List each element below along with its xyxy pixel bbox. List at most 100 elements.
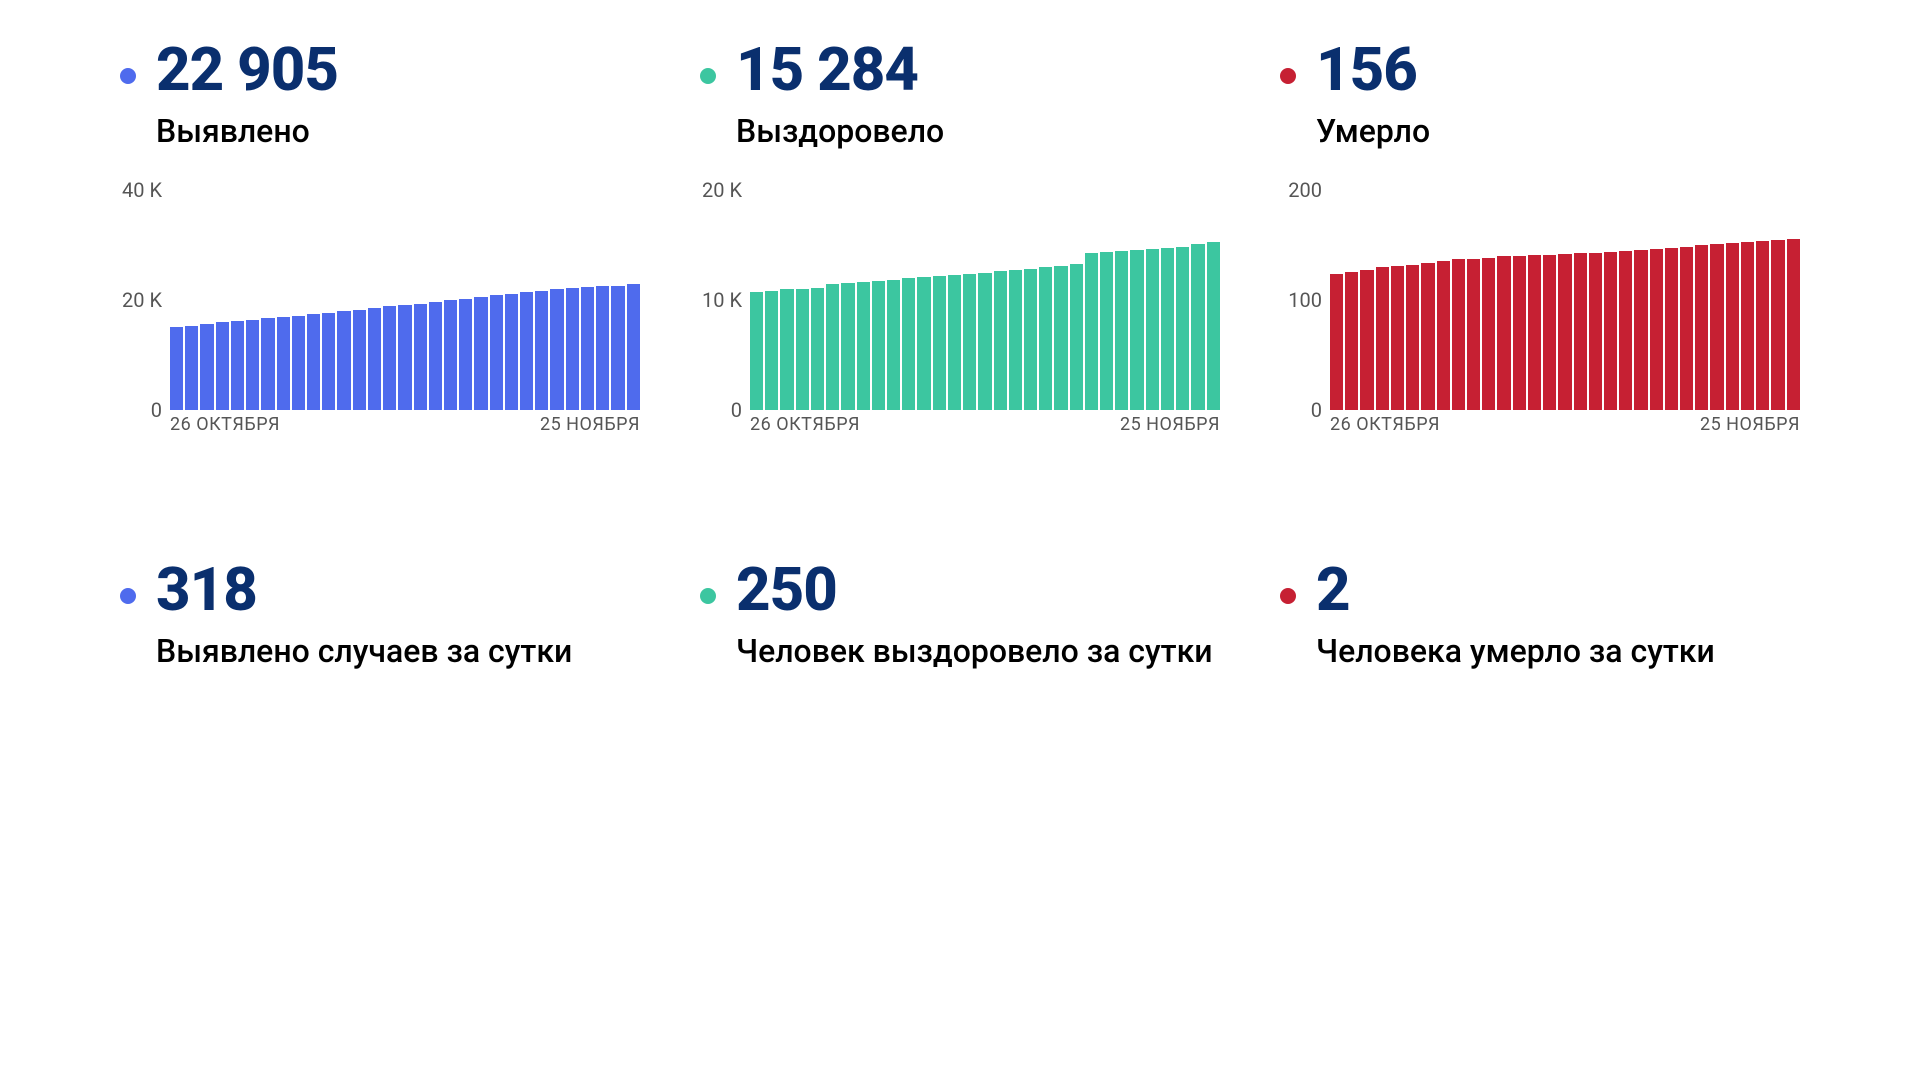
chart-bar <box>170 327 183 411</box>
chart-x-axis: 26 ОКТЯБРЯ 25 НОЯБРЯ <box>750 414 1220 440</box>
chart-bar <box>1497 256 1510 410</box>
chart-bar <box>1726 243 1739 410</box>
chart-detected: 020 K40 K26 ОКТЯБРЯ 25 НОЯБРЯ <box>120 190 640 440</box>
chart-bar <box>1452 259 1465 411</box>
chart-bar <box>581 287 594 410</box>
y-tick-label: 10 K <box>702 288 742 312</box>
chart-bar <box>261 318 274 410</box>
stat-detected: 22 905 Выявлено 020 K40 K26 ОКТЯБРЯ 25 НО… <box>120 40 640 440</box>
chart-bar <box>459 299 472 411</box>
chart-bar <box>1665 248 1678 411</box>
chart-bar <box>902 278 915 410</box>
stat-label: Человека умерло за сутки <box>1316 632 1715 670</box>
bullet-icon <box>700 588 716 604</box>
stat-header: 2 Человека умерло за сутки <box>1280 560 1800 670</box>
chart-bar <box>1558 254 1571 410</box>
stat-header: 250 Человек выздоровело за сутки <box>700 560 1220 670</box>
chart-bar <box>1376 267 1389 410</box>
chart-bar <box>383 306 396 410</box>
chart-bar <box>398 305 411 410</box>
chart-bar <box>429 302 442 410</box>
chart-bar <box>566 288 579 411</box>
stat-recovered: 15 284 Выздоровело 010 K20 K26 ОКТЯБРЯ25… <box>700 40 1220 440</box>
chart-bar <box>1574 253 1587 410</box>
bullet-icon <box>120 68 136 84</box>
chart-y-axis: 010 K20 K <box>700 190 750 410</box>
chart-bar <box>1391 266 1404 410</box>
chart-bar <box>1009 270 1022 411</box>
stat-value: 2 <box>1316 560 1715 620</box>
chart-bar <box>963 274 976 410</box>
chart-bar <box>1360 270 1373 411</box>
chart-bar <box>1345 272 1358 411</box>
chart-bar <box>1543 255 1556 410</box>
bullet-icon <box>120 588 136 604</box>
chart-bar <box>1191 244 1204 410</box>
x-end-label: 25 НОЯБРЯ <box>540 414 640 440</box>
chart-bar <box>826 284 839 411</box>
chart-bar <box>231 321 244 410</box>
chart-bar <box>1330 274 1343 410</box>
stat-deaths-daily: 2 Человека умерло за сутки <box>1280 560 1800 670</box>
x-end-label: 25 НОЯБРЯ <box>1120 414 1220 440</box>
chart-bar <box>414 304 427 411</box>
y-tick-label: 20 K <box>122 288 162 312</box>
chart-plot <box>1330 190 1800 410</box>
chart-bar <box>933 276 946 410</box>
chart-y-axis: 020 K40 K <box>120 190 170 410</box>
chart-bar <box>1756 241 1769 410</box>
chart-bar <box>185 326 198 411</box>
chart-bar <box>322 313 335 411</box>
chart-bar <box>337 311 350 411</box>
chart-bar <box>277 317 290 411</box>
stat-deaths: 156 Умерло 010020026 ОКТЯБРЯ25 НОЯБРЯ <box>1280 40 1800 440</box>
y-tick-label: 200 <box>1288 178 1322 202</box>
chart-bar <box>1680 247 1693 411</box>
bullet-icon <box>1280 68 1296 84</box>
chart-bar <box>1589 253 1602 410</box>
y-tick-label: 0 <box>731 398 742 422</box>
bullet-icon <box>700 68 716 84</box>
stat-header: 22 905 Выявлено <box>120 40 640 150</box>
chart-bar <box>1207 242 1220 410</box>
chart-bar <box>550 289 563 411</box>
chart-bar <box>841 283 854 411</box>
chart-bar <box>1100 252 1113 410</box>
stat-header: 318 Выявлено случаев за сутки <box>120 560 640 670</box>
chart-bar <box>1421 263 1434 410</box>
chart-bar <box>978 273 991 411</box>
chart-bar <box>1176 247 1189 411</box>
stat-value: 22 905 <box>156 40 338 100</box>
x-start-label: 26 ОКТЯБРЯ <box>170 414 280 440</box>
x-start-label: 26 ОКТЯБРЯ <box>750 414 860 440</box>
chart-y-axis: 0100200 <box>1280 190 1330 410</box>
chart-bar <box>474 297 487 410</box>
chart-bar <box>1406 265 1419 410</box>
chart-bar <box>505 294 518 411</box>
chart-bar <box>1619 251 1632 411</box>
chart-bar <box>1695 245 1708 410</box>
chart-recovered: 010 K20 K26 ОКТЯБРЯ 25 НОЯБРЯ <box>700 190 1220 440</box>
chart-bar <box>1130 250 1143 411</box>
chart-bar <box>1741 242 1754 410</box>
stat-label: Выздоровело <box>736 112 944 150</box>
chart-bar <box>765 291 778 411</box>
stat-text: 318 Выявлено случаев за сутки <box>156 560 572 670</box>
chart-bar <box>796 289 809 410</box>
x-end-label: 25 НОЯБРЯ <box>1700 414 1800 440</box>
chart-bar <box>811 288 824 410</box>
stat-text: 22 905 Выявлено <box>156 40 338 150</box>
stat-value: 15 284 <box>736 40 944 100</box>
chart-bar <box>917 277 930 410</box>
stat-label: Выявлено <box>156 112 338 150</box>
bullet-icon <box>1280 588 1296 604</box>
chart-bar <box>1467 259 1480 411</box>
chart-bar <box>292 316 305 411</box>
chart-bar <box>627 284 640 410</box>
chart-bar <box>520 292 533 410</box>
chart-bar <box>1787 239 1800 411</box>
y-tick-label: 20 K <box>702 178 742 202</box>
chart-x-axis: 26 ОКТЯБРЯ25 НОЯБРЯ <box>1330 414 1800 440</box>
chart-deaths: 010020026 ОКТЯБРЯ25 НОЯБРЯ <box>1280 190 1800 440</box>
chart-bar <box>857 282 870 411</box>
